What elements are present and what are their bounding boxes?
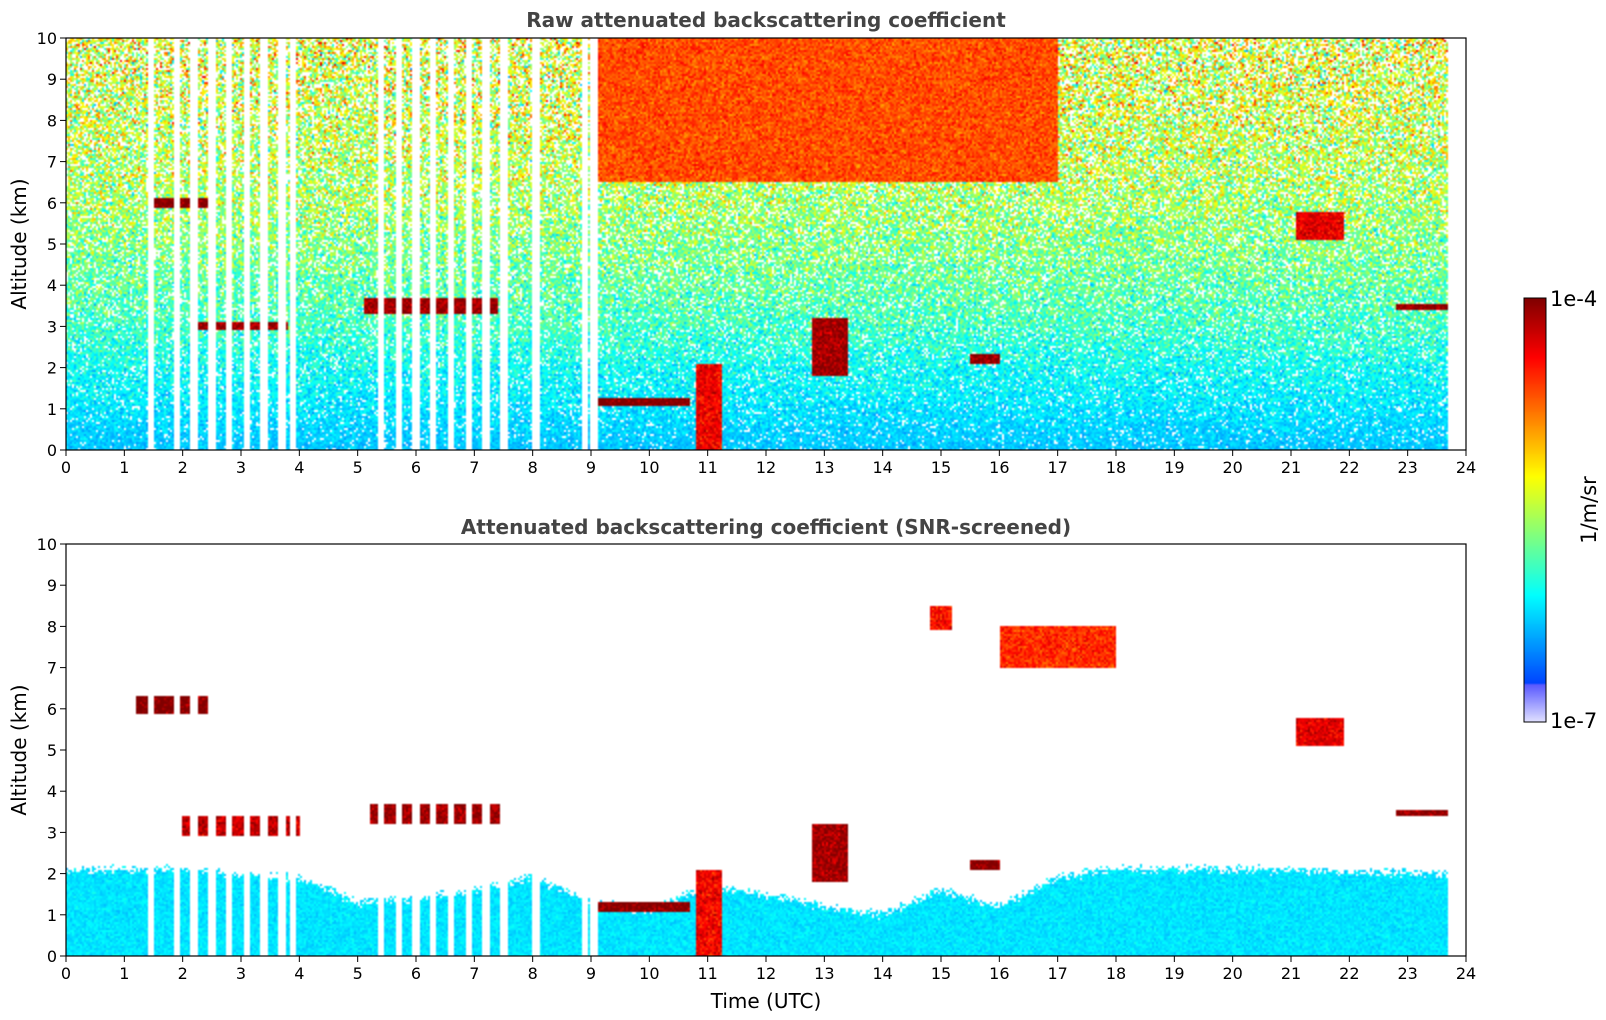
x-tick-label: 13 (814, 458, 834, 477)
x-tick-label: 10 (639, 458, 659, 477)
x-tick-label: 5 (353, 458, 363, 477)
y-tick-label: 8 (47, 617, 57, 636)
y-tick-label: 4 (47, 276, 57, 295)
x-tick-label: 1 (119, 458, 129, 477)
y-tick-label: 4 (47, 782, 57, 801)
x-tick-label: 4 (294, 964, 304, 983)
x-tick-label: 23 (1397, 458, 1417, 477)
y-tick-label: 8 (47, 111, 57, 130)
panel1-heatmap (66, 38, 1466, 450)
y-tick-label: 7 (47, 153, 57, 172)
panel1-plot-area (66, 38, 1466, 450)
x-tick-label: 20 (1222, 964, 1242, 983)
x-tick-label: 18 (1106, 964, 1126, 983)
x-tick-label: 8 (528, 458, 538, 477)
x-tick-label: 14 (872, 964, 892, 983)
y-tick-label: 10 (37, 29, 57, 48)
x-tick-label: 18 (1106, 458, 1126, 477)
colorbar-max-label: 1e-4 (1550, 287, 1597, 311)
x-tick-label: 4 (294, 458, 304, 477)
y-tick-label: 0 (47, 441, 57, 460)
y-tick-label: 9 (47, 576, 57, 595)
x-tick-label: 8 (528, 964, 538, 983)
x-tick-label: 17 (1047, 964, 1067, 983)
colorbar-unit-label: 1/m/sr (1577, 476, 1601, 544)
x-tick-label: 24 (1456, 458, 1476, 477)
panel2-heatmap (66, 544, 1466, 956)
x-tick-label: 3 (236, 964, 246, 983)
x-tick-label: 9 (586, 458, 596, 477)
y-tick-label: 7 (47, 659, 57, 678)
x-tick-label: 1 (119, 964, 129, 983)
y-tick-label: 0 (47, 947, 57, 966)
colorbar-gradient (1524, 298, 1546, 722)
x-tick-label: 11 (697, 458, 717, 477)
x-tick-label: 7 (469, 964, 479, 983)
x-tick-label: 2 (178, 458, 188, 477)
x-tick-label: 16 (989, 458, 1009, 477)
x-tick-label: 13 (814, 964, 834, 983)
panel2-xlabel: Time (UTC) (710, 989, 822, 1013)
x-tick-label: 9 (586, 964, 596, 983)
y-tick-label: 6 (47, 194, 57, 213)
panel2-ylabel: Altitude (km) (7, 684, 31, 815)
y-tick-label: 1 (47, 400, 57, 419)
y-tick-label: 3 (47, 823, 57, 842)
x-tick-label: 6 (411, 964, 421, 983)
x-tick-label: 7 (469, 458, 479, 477)
colorbar-min-label: 1e-7 (1550, 709, 1597, 733)
panel2-title: Attenuated backscattering coefficient (S… (461, 515, 1071, 539)
y-tick-label: 5 (47, 235, 57, 254)
x-tick-label: 14 (872, 458, 892, 477)
x-tick-label: 24 (1456, 964, 1476, 983)
x-tick-label: 19 (1164, 964, 1184, 983)
x-tick-label: 15 (931, 458, 951, 477)
x-tick-label: 17 (1047, 458, 1067, 477)
y-tick-label: 3 (47, 317, 57, 336)
x-tick-label: 22 (1339, 458, 1359, 477)
x-tick-label: 11 (697, 964, 717, 983)
x-tick-label: 23 (1397, 964, 1417, 983)
x-tick-label: 19 (1164, 458, 1184, 477)
x-tick-label: 21 (1281, 964, 1301, 983)
y-tick-label: 6 (47, 700, 57, 719)
x-tick-label: 21 (1281, 458, 1301, 477)
y-tick-label: 2 (47, 865, 57, 884)
panel1-ylabel: Altitude (km) (7, 178, 31, 309)
y-tick-label: 2 (47, 359, 57, 378)
panel2-plot-area (66, 544, 1466, 956)
x-tick-label: 2 (178, 964, 188, 983)
y-tick-label: 9 (47, 70, 57, 89)
x-tick-label: 0 (61, 458, 71, 477)
y-tick-label: 10 (37, 535, 57, 554)
y-tick-label: 1 (47, 906, 57, 925)
y-tick-label: 5 (47, 741, 57, 760)
x-tick-label: 20 (1222, 458, 1242, 477)
x-tick-label: 12 (756, 964, 776, 983)
x-tick-label: 5 (353, 964, 363, 983)
x-tick-label: 22 (1339, 964, 1359, 983)
x-tick-label: 10 (639, 964, 659, 983)
x-tick-label: 3 (236, 458, 246, 477)
x-tick-label: 0 (61, 964, 71, 983)
x-tick-label: 12 (756, 458, 776, 477)
x-tick-label: 16 (989, 964, 1009, 983)
panel1-title: Raw attenuated backscattering coefficien… (526, 8, 1006, 32)
x-tick-label: 6 (411, 458, 421, 477)
x-tick-label: 15 (931, 964, 951, 983)
